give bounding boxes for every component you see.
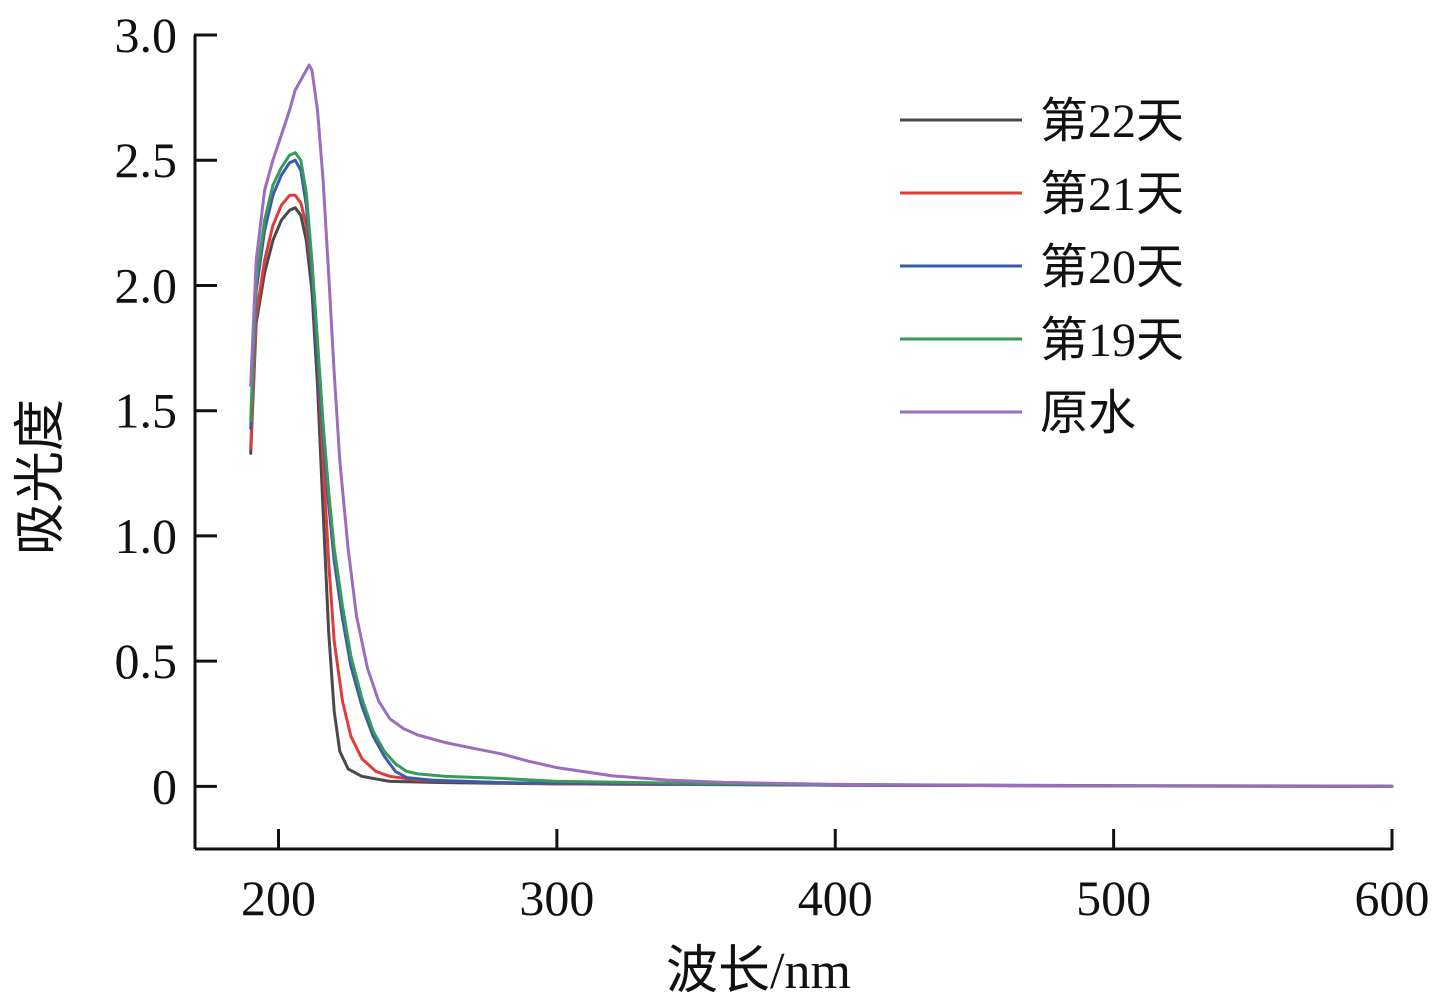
legend-label: 原水 xyxy=(1040,387,1136,440)
x-tick-label: 200 xyxy=(241,870,316,926)
ticks: 0 0.5 1.0 1.5 2.0 2.5 3.0 200 300 400 500 600 xyxy=(115,7,1430,926)
legend-label: 第20天 xyxy=(1040,241,1184,294)
x-tick-label: 500 xyxy=(1076,870,1151,926)
axes xyxy=(193,35,1392,851)
legend-item: 第21天 xyxy=(900,168,1184,221)
series-line-1 xyxy=(249,206,1394,788)
y-tick-label: 1.5 xyxy=(115,383,178,439)
y-axis-label: 吸光度 xyxy=(13,399,70,555)
legend-label: 第19天 xyxy=(1040,314,1184,367)
series-lines xyxy=(249,63,1394,788)
x-tick-label: 300 xyxy=(519,870,594,926)
x-tick-label: 400 xyxy=(798,870,873,926)
series-line-2 xyxy=(249,193,1394,788)
series-line-5 xyxy=(249,63,1394,788)
legend-item: 第20天 xyxy=(900,241,1184,294)
x-axis-label: 波长/nm xyxy=(666,943,851,1000)
legend-label: 第22天 xyxy=(1040,95,1184,148)
y-tick-label: 3.0 xyxy=(115,7,178,63)
legend-item: 第22天 xyxy=(900,95,1184,148)
legend-item: 第19天 xyxy=(900,314,1184,367)
y-tick-label: 2.5 xyxy=(115,132,178,188)
x-tick-label: 600 xyxy=(1355,870,1430,926)
legend-label: 第21天 xyxy=(1040,168,1184,221)
series-line-4 xyxy=(249,151,1394,788)
y-tick-label: 0 xyxy=(152,758,177,814)
y-tick-label: 0.5 xyxy=(115,633,178,689)
y-tick-label: 2.0 xyxy=(115,257,178,313)
series-line-3 xyxy=(249,158,1394,788)
legend-item: 原水 xyxy=(900,387,1136,440)
y-tick-label: 1.0 xyxy=(115,508,178,564)
